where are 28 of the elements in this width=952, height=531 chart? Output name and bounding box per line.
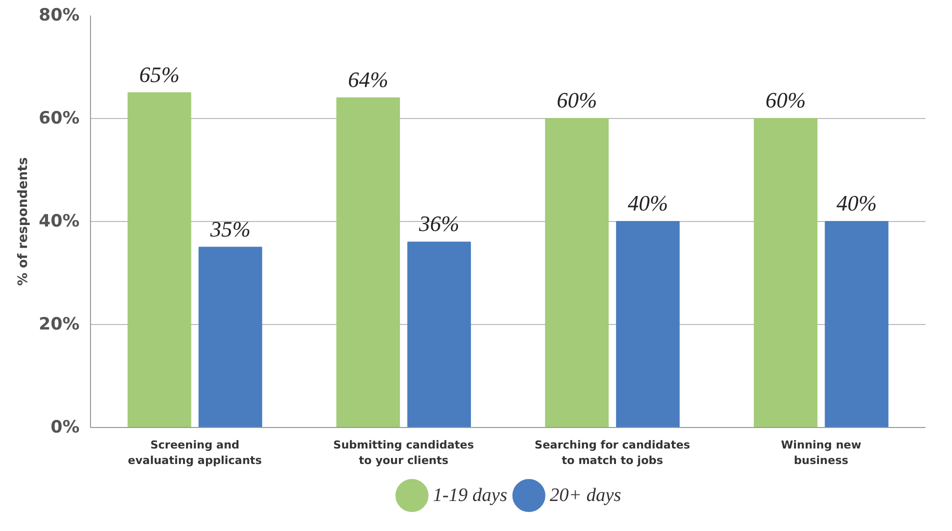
bar bbox=[545, 118, 609, 428]
x-tick-label: Submitting candidates to your clients bbox=[333, 438, 474, 468]
data-label: 40% bbox=[836, 190, 877, 216]
data-label: 35% bbox=[209, 216, 251, 242]
y-tick-label: 20% bbox=[38, 314, 80, 334]
bar bbox=[336, 97, 400, 428]
bar bbox=[754, 118, 818, 428]
bar bbox=[198, 246, 262, 428]
data-label: 65% bbox=[139, 62, 180, 87]
data-label: 60% bbox=[765, 88, 806, 112]
bar bbox=[128, 92, 192, 428]
x-tick-label: Searching for candidates to match to jobs bbox=[534, 438, 691, 468]
bar bbox=[616, 221, 680, 428]
data-label: 64% bbox=[348, 66, 388, 92]
y-axis-title: % of respondents bbox=[16, 157, 31, 286]
legend-label: 20+ days bbox=[550, 485, 622, 506]
y-tick-label: 60% bbox=[38, 108, 80, 128]
x-tick-label: Screening and evaluating applicants bbox=[128, 438, 262, 468]
bar bbox=[407, 242, 471, 428]
data-label: 60% bbox=[556, 88, 598, 112]
legend-label: 1-19 days bbox=[432, 485, 508, 506]
y-tick-label: 0% bbox=[50, 418, 80, 438]
data-label: 36% bbox=[418, 211, 460, 236]
data-label: 40% bbox=[628, 190, 668, 216]
x-tick-label: Winning new business bbox=[780, 438, 862, 468]
y-tick-label: 40% bbox=[38, 212, 80, 232]
bar bbox=[824, 221, 888, 428]
y-tick-label: 80% bbox=[38, 6, 80, 26]
